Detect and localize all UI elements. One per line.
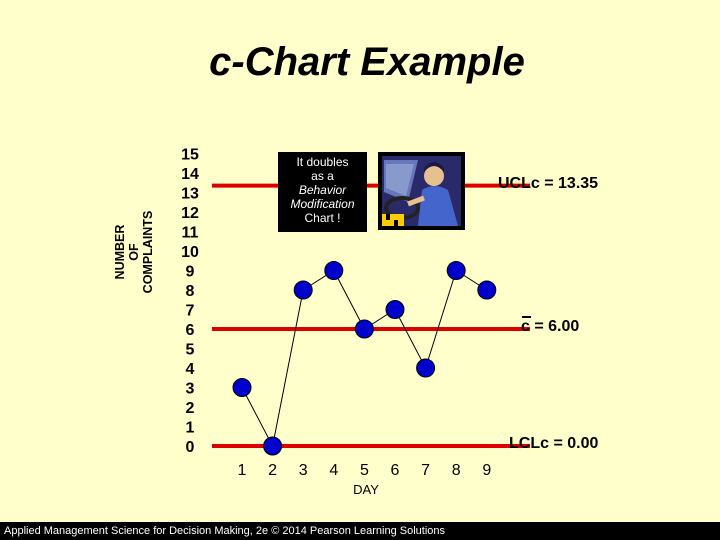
y-tick-label: 12	[181, 205, 199, 222]
callout-line: Chart !	[304, 211, 341, 225]
data-point	[324, 261, 344, 280]
y-tick-label: 9	[186, 264, 195, 281]
driver-clipart-icon	[378, 152, 465, 230]
callout-box: It doubles as a Behavior Modification Ch…	[278, 152, 367, 232]
y-tick-label: 0	[186, 439, 195, 456]
y-tick-label: 1	[186, 420, 195, 437]
data-point	[416, 358, 436, 378]
x-tick-label: 5	[360, 462, 369, 479]
data-point	[385, 300, 405, 319]
y-tick-label: 13	[181, 186, 199, 203]
callout-line: Behavior	[298, 183, 347, 197]
data-point	[263, 436, 283, 456]
y-tick-label: 7	[186, 303, 195, 320]
y-tick-label: 11	[182, 225, 199, 242]
callout-line: It doubles	[296, 155, 349, 169]
y-tick-label: 2	[186, 400, 195, 417]
y-tick-label: 8	[186, 283, 195, 300]
chart-title: c-Chart Example	[209, 40, 525, 84]
callout-line: Modification	[290, 197, 355, 211]
x-tick-label: 8	[452, 462, 461, 479]
y-tick-label: 6	[186, 322, 195, 339]
x-tick-label: 2	[268, 462, 277, 479]
y-tick-label: 14	[181, 166, 199, 183]
series-line	[241, 269, 488, 448]
x-tick-label: 4	[329, 462, 338, 479]
data-point	[232, 378, 252, 397]
y-tick-label: 3	[186, 381, 195, 398]
c-bar-overline	[522, 316, 531, 318]
y-tick-label: 5	[186, 342, 195, 359]
x-tick-label: 3	[299, 462, 308, 479]
x-axis-label: DAY	[353, 482, 379, 497]
data-point	[477, 280, 497, 300]
data-point	[446, 261, 466, 280]
x-tick-label: 7	[421, 462, 430, 479]
x-tick-label: 1	[238, 462, 247, 479]
control-line-label: c = 6.00	[521, 318, 580, 335]
y-tick-label: 15	[181, 147, 199, 164]
x-tick-label: 9	[482, 462, 491, 479]
y-tick-label: 4	[186, 361, 195, 378]
footer-copyright: Applied Management Science for Decision …	[0, 522, 720, 540]
control-line-label: LCLc = 0.00	[509, 435, 599, 452]
callout-line: as a	[311, 169, 334, 183]
data-point	[354, 319, 374, 339]
data-point	[293, 280, 313, 300]
control-line-label: UCLc = 13.35	[498, 174, 599, 192]
x-tick-label: 6	[391, 462, 400, 479]
y-tick-label: 10	[181, 244, 199, 261]
